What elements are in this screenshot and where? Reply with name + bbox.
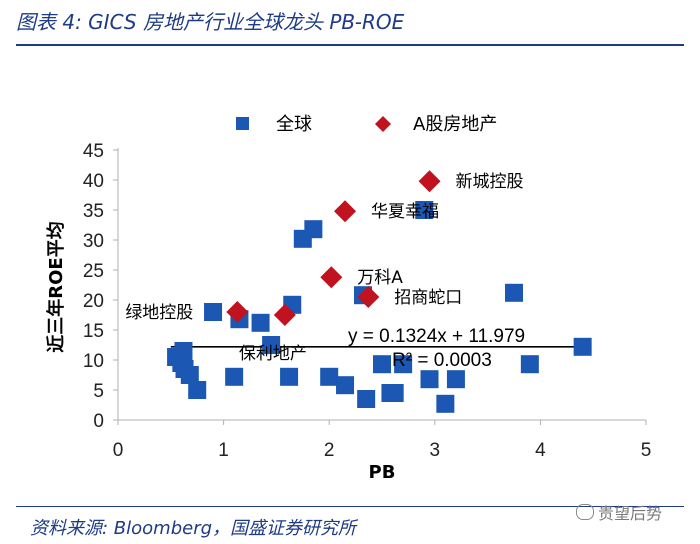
global-point [385,384,404,402]
watermark-text: 贵望后势 [598,504,663,523]
source-note: 资料来源: Bloomberg，国盛证券研究所 [30,518,357,539]
a-share-point [320,266,343,289]
global-point [188,381,207,399]
global-point [174,342,193,360]
trend-r-squared: R² = 0.0003 [392,350,492,371]
y-tick-label: 15 [83,321,104,342]
a-share-point [273,304,296,326]
y-tick-label: 35 [83,201,104,222]
a-share-point [226,301,249,323]
global-point [373,355,391,374]
global-point [280,367,299,386]
global-point [320,367,339,386]
x-tick-label: 3 [430,440,441,461]
legend-ashare-label: A股房地产 [413,114,497,135]
global-point [180,366,199,384]
y-tick-label: 40 [83,171,104,192]
legend-global-marker [236,117,249,130]
x-tick-label: 2 [324,440,335,461]
legend-ashare-marker [375,116,391,132]
global-point [251,313,270,332]
global-point [336,376,355,395]
x-tick-label: 1 [218,440,229,461]
a-share-point-label: 新城控股 [456,172,524,192]
y-tick-label: 25 [83,261,104,282]
x-tick-label: 5 [641,440,652,461]
y-tick-label: 0 [93,411,104,432]
y-axis-label: 近三年ROE平均 [45,221,67,352]
global-point [204,303,223,321]
global-point [420,370,439,389]
global-point [505,283,523,302]
y-tick-label: 30 [83,231,104,252]
x-tick-label: 4 [535,440,546,461]
a-share-point-label: 万科A [357,268,403,288]
watermark: 贵望后势 [576,500,662,524]
global-point [573,337,592,356]
a-share-point [334,200,357,223]
chart-title: 图表 4: GICS 房地产行业全球龙头 PB-ROE [16,10,405,34]
y-tick-label: 10 [83,351,104,372]
a-share-point [418,170,441,193]
y-tick-label: 5 [93,381,104,402]
global-point [262,336,281,354]
global-point [304,220,323,239]
legend-global-label: 全球 [276,114,312,135]
wechat-icon [576,504,594,520]
global-point [436,394,455,413]
global-point [415,201,434,219]
y-tick-label: 20 [83,291,104,312]
title-divider [16,44,684,46]
global-point [357,390,376,408]
y-tick-label: 45 [83,141,104,162]
global-point [394,355,413,374]
trend-equation: y = 0.1324x + 11.979 [348,326,525,347]
source-divider [16,506,684,507]
a-share-point-label: 招商蛇口 [394,288,462,308]
global-point [520,355,539,374]
a-share-point-label: 华夏幸福 [371,202,439,222]
x-tick-label: 0 [113,440,124,461]
global-point [446,370,465,389]
a-share-point [357,286,380,308]
global-point [225,367,244,386]
a-share-point-label: 绿地控股 [125,303,193,323]
x-axis-label: PB [369,462,396,483]
a-share-point-label: 保利地产 [239,344,307,364]
